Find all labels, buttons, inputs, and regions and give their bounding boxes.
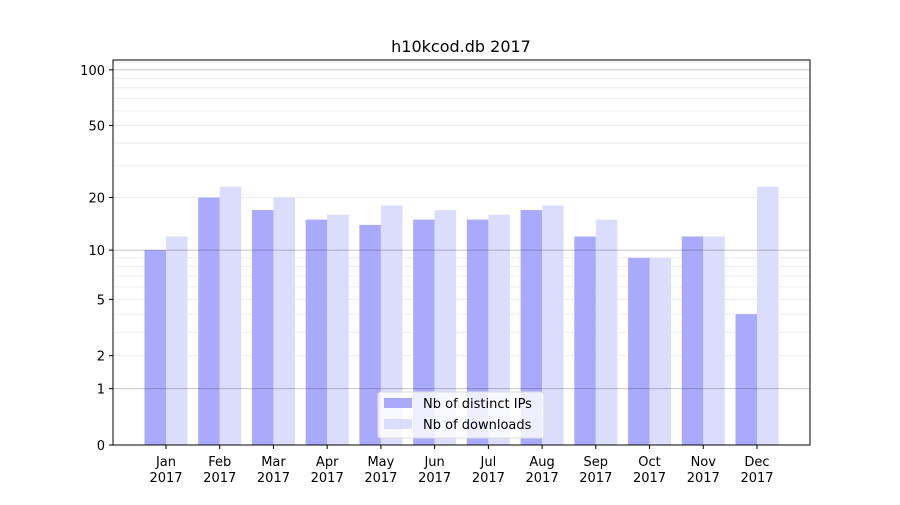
- x-tick-label: Sep 2017: [579, 455, 612, 486]
- bar-downloads: [434, 210, 457, 445]
- bar-distinct-ips: [144, 250, 166, 445]
- x-tick-label: Jun 2017: [418, 455, 451, 486]
- bar-downloads: [380, 205, 403, 445]
- bar-distinct-ips: [520, 210, 543, 445]
- legend-swatch: [384, 419, 412, 429]
- bar-downloads: [649, 257, 672, 445]
- bar-distinct-ips: [359, 224, 381, 445]
- bar-downloads: [542, 205, 564, 445]
- legend-label: Nb of distinct IPs: [423, 397, 532, 412]
- legend-label: Nb of downloads: [423, 418, 532, 433]
- legend-box: [377, 391, 545, 439]
- x-tick-label: Jul 2017: [472, 455, 505, 486]
- bar-distinct-ips: [198, 197, 220, 445]
- bar-downloads: [273, 197, 295, 445]
- bar-downloads: [757, 186, 779, 446]
- y-tick-label: 100: [80, 64, 105, 79]
- plot-frame: [112, 59, 811, 446]
- bar-downloads: [488, 214, 510, 445]
- bar-downloads: [703, 236, 725, 445]
- y-tick-label: 20: [88, 192, 105, 207]
- x-tick-label: Dec 2017: [740, 455, 773, 486]
- legend-swatch: [384, 398, 412, 408]
- bar-downloads: [327, 214, 349, 445]
- y-tick-label: 1: [97, 383, 105, 398]
- x-tick-label: Mar 2017: [257, 455, 290, 486]
- chart-title: h10kcod.db 2017: [391, 37, 531, 56]
- bar-distinct-ips: [305, 219, 328, 445]
- x-tick-label: Aug 2017: [526, 455, 559, 486]
- x-tick-label: Jan 2017: [149, 455, 182, 486]
- legend: Nb of distinct IPs Nb of downloads: [377, 391, 545, 439]
- bar-distinct-ips: [628, 257, 650, 445]
- y-tick-label: 0: [97, 439, 105, 454]
- bar-distinct-ips: [574, 236, 596, 445]
- bar-downloads: [166, 236, 188, 445]
- x-tick-label: Oct 2017: [633, 455, 666, 486]
- bar-distinct-ips: [413, 219, 435, 445]
- bar-distinct-ips: [466, 219, 489, 445]
- bar-distinct-ips: [251, 210, 274, 445]
- x-tick-label: Feb 2017: [203, 455, 236, 486]
- bar-distinct-ips: [681, 236, 704, 445]
- x-tick-label: Nov 2017: [687, 455, 720, 486]
- y-tick-label: 50: [88, 119, 105, 134]
- y-tick-label: 10: [88, 244, 105, 259]
- bar-downloads: [595, 219, 618, 445]
- y-tick-label: 2: [97, 350, 105, 365]
- y-tick-label: 5: [97, 293, 105, 308]
- x-tick-label: Apr 2017: [311, 455, 344, 486]
- x-tick-label: May 2017: [364, 455, 397, 486]
- bar-downloads: [219, 186, 242, 446]
- bar-distinct-ips: [735, 314, 757, 445]
